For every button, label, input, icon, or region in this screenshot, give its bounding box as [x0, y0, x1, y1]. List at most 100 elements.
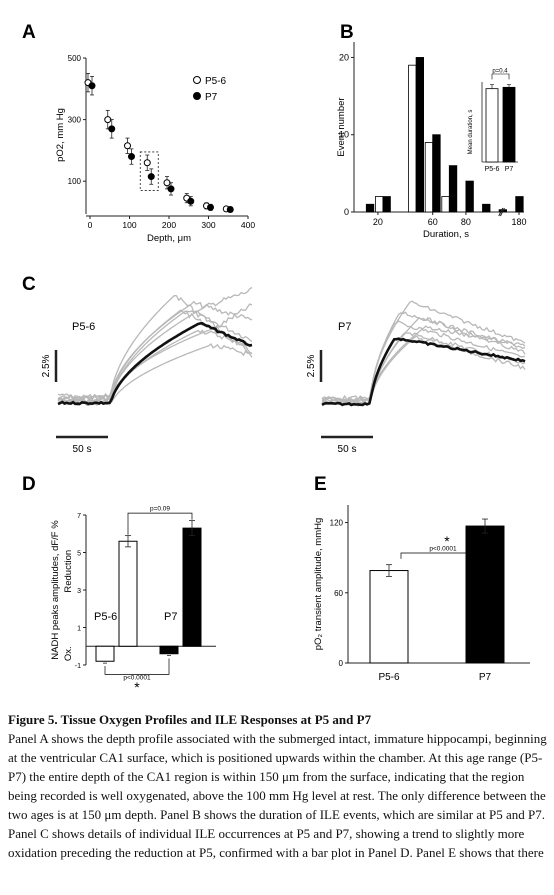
panel-label-c: C: [22, 274, 36, 295]
bar-p7: [432, 134, 441, 213]
trace-group-label-p7: P7: [338, 321, 351, 333]
inset-bar-p7: [502, 86, 516, 163]
category-label: P7: [479, 672, 492, 683]
reduction-bar: [182, 527, 202, 647]
inset-bar-p56: [485, 88, 499, 163]
caption-body: Panel A shows the depth profile associat…: [8, 731, 547, 860]
panel-label-b: B: [340, 22, 354, 43]
mean-trace-p56: [57, 321, 253, 406]
panel-b-duration-histogram: 0 10 20 20 60 80 180 Duration, s Event number Mea…: [336, 42, 527, 240]
significance-star: *: [134, 679, 140, 695]
y-tick-label: 120: [330, 519, 344, 528]
x-axis-label: Duration, s: [423, 229, 469, 240]
scale-bar-y-label: 2.5%: [306, 354, 317, 377]
p-bracket: [400, 552, 486, 559]
panel-label-e: E: [314, 474, 327, 495]
y-tick-label: 100: [68, 177, 82, 186]
y-axis-label: Event number: [336, 97, 347, 156]
y-tick-label: 5: [77, 551, 81, 558]
x-tick-label: 400: [241, 220, 255, 230]
y-axis-label: NADH peaks amplitudes, dF/F %: [50, 520, 61, 660]
bar-p56: [374, 196, 384, 213]
data-point-p7: [187, 197, 195, 205]
x-tick-label: 0: [88, 220, 93, 230]
caption-title: Figure 5. Tissue Oxygen Profiles and ILE…: [8, 712, 372, 727]
y-tick-label: 300: [68, 116, 82, 125]
legend-marker: [193, 76, 201, 84]
data-point-p7: [147, 173, 155, 181]
bar-p56: [441, 196, 450, 213]
figure-caption: Figure 5. Tissue Oxygen Profiles and ILE…: [8, 710, 548, 862]
panel-d-nadh-bars: -1 1 3 5 7 NADH peaks amplitudes, dF/F % Reduc…: [50, 505, 216, 695]
p-value-bottom: p<0.0001: [123, 675, 151, 682]
x-tick-label: 80: [461, 217, 471, 227]
data-point-p56: [143, 159, 151, 167]
y-tick-label: 20: [339, 52, 349, 62]
x-tick-label: 180: [512, 217, 527, 227]
bar-p7: [415, 57, 425, 213]
x-tick-label: 200: [162, 220, 176, 230]
inset-category-label: P7: [505, 166, 514, 173]
legend-entry: P5-6: [205, 76, 227, 87]
y-tick-label: 60: [334, 589, 343, 598]
p-bracket-top: [127, 512, 193, 535]
group-label: P7: [164, 611, 177, 623]
x-tick-label: 20: [373, 217, 383, 227]
bar-p7: [382, 196, 391, 213]
y-axis-label: pO2, mm Hg: [55, 108, 66, 162]
y-tick-label: 500: [68, 54, 82, 63]
panel-a-depth-profile: 100 300 500 0 100 200 300 400 Depth, μm pO2, mm H…: [55, 54, 255, 244]
data-point-p56: [124, 142, 131, 150]
data-point-p7: [128, 153, 135, 161]
panel-c-ile-traces: P5-6 2.5% 50 s P7 2.5% 50 s: [41, 286, 526, 455]
inset-category-label: P5-6: [485, 166, 500, 173]
p-bracket-bottom: [104, 658, 170, 675]
scale-bar-x-label: 50 s: [338, 444, 357, 455]
panel-e-po2-bars: 0 60 120 pO₂ transient amplitude, mmHg P5-6 P…: [313, 505, 530, 683]
y-tick-label: 7: [77, 513, 81, 520]
x-tick-label: 60: [428, 217, 438, 227]
x-axis-label: Depth, μm: [147, 233, 191, 244]
y-tick-label: 1: [77, 626, 81, 633]
trace-group-label-p56: P5-6: [72, 321, 95, 333]
trace-p7: [321, 325, 526, 402]
oxidation-label: Ox.: [63, 646, 74, 661]
data-point-p7: [167, 185, 175, 193]
y-tick-label: 0: [339, 659, 344, 668]
panel-label-d: D: [22, 474, 36, 495]
legend-entry: P7: [205, 92, 218, 103]
scale-bar-y-label: 2.5%: [41, 354, 52, 377]
y-tick-label: -1: [75, 663, 81, 670]
trace-p7: [321, 320, 526, 406]
x-tick-label: 100: [122, 220, 136, 230]
inset-p-value: p=0.4: [492, 69, 508, 75]
p-value: p<0.0001: [429, 546, 457, 553]
bar-p7: [465, 180, 474, 213]
bar-p7: [465, 525, 505, 664]
mean-trace-p7: [321, 337, 526, 407]
legend-marker: [193, 92, 201, 100]
data-point-p7: [88, 82, 96, 90]
inset-p-bracket: [491, 73, 510, 80]
trace-p56: [58, 286, 253, 403]
trace-p7: [321, 300, 526, 401]
y-axis-label: pO₂ transient amplitude, mmHg: [313, 518, 324, 651]
reduction-bar: [118, 540, 138, 647]
data-point-p7: [108, 125, 116, 133]
bar-p7: [448, 165, 458, 213]
p-value-top: p=0.09: [150, 505, 170, 512]
trace-p7: [321, 335, 526, 404]
y-tick-label: 0: [344, 207, 349, 217]
bar-p7: [515, 196, 524, 213]
bar-p56: [424, 142, 434, 213]
panel-label-a: A: [22, 22, 36, 43]
x-tick-label: 300: [201, 220, 215, 230]
data-point-p7: [226, 206, 234, 214]
highlight-box: [139, 151, 159, 191]
bar-p56: [408, 64, 417, 213]
axis-break: [498, 207, 504, 217]
significance-star: *: [444, 533, 450, 549]
scale-bar-x-label: 50 s: [73, 444, 92, 455]
y-tick-label: 10: [339, 130, 349, 140]
